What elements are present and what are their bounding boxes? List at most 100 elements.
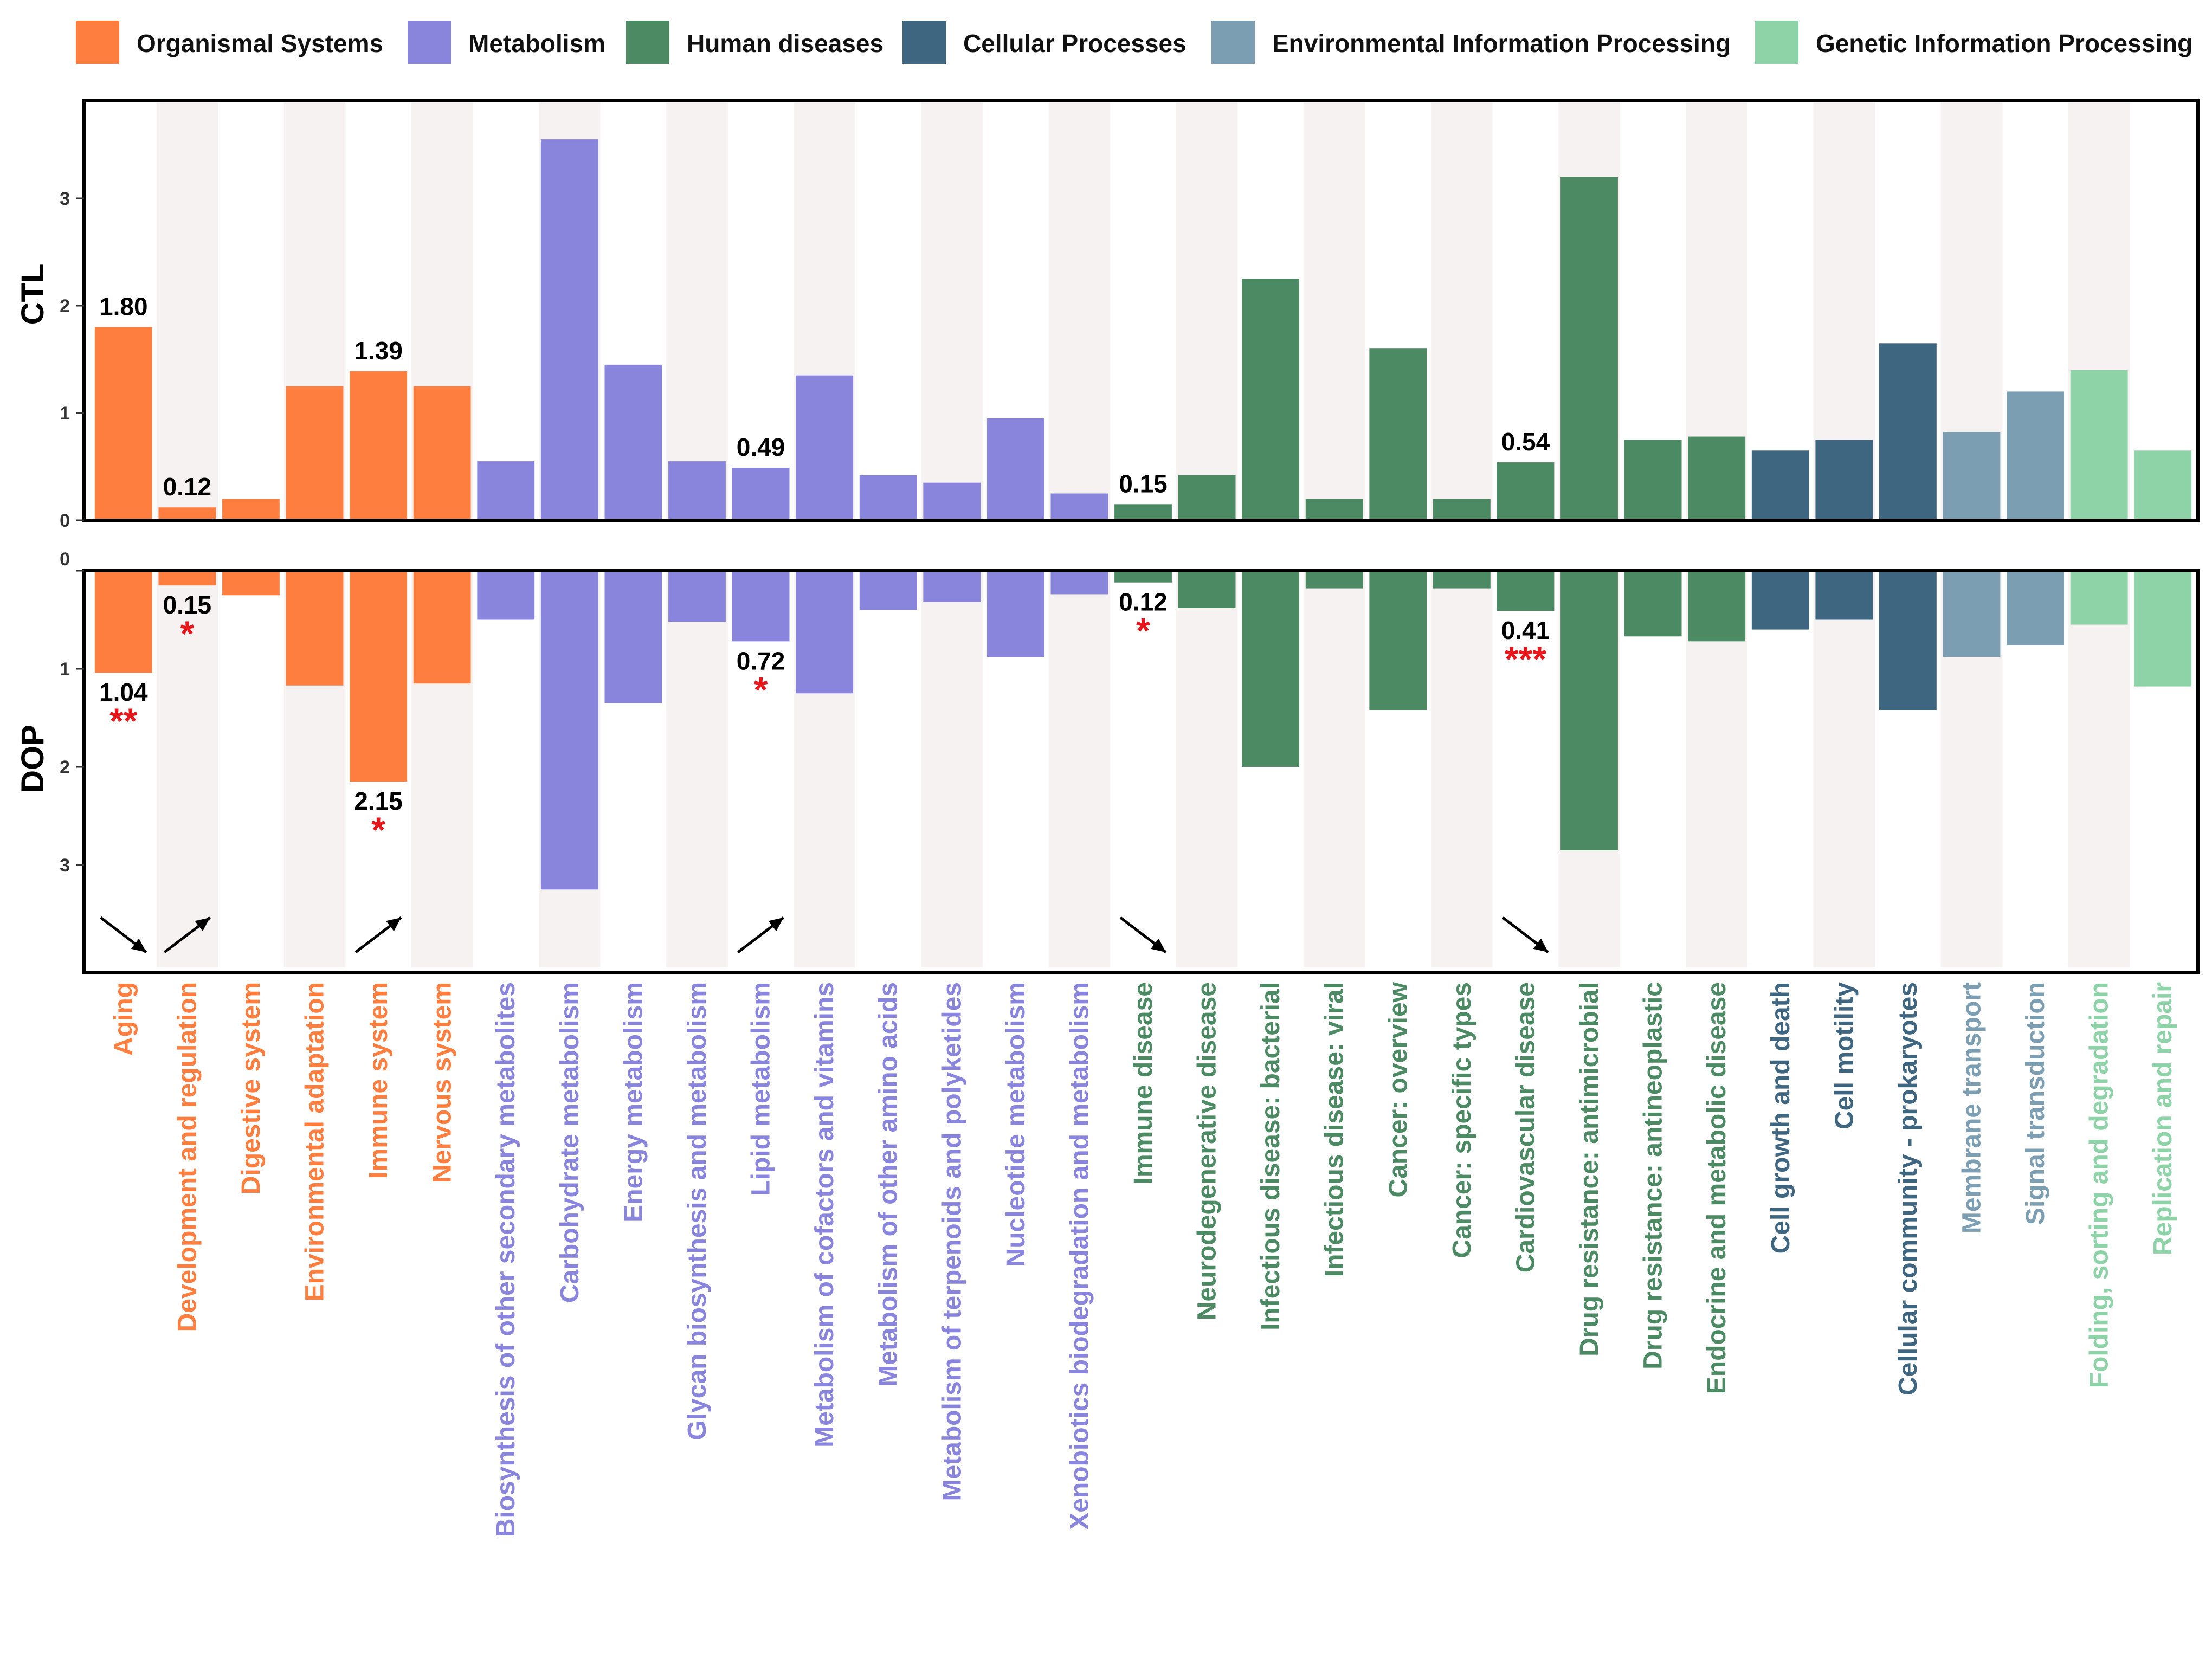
dop-bar-energy-metabolism [604, 571, 662, 703]
category-label-carbohydrate-metabolism: Carbohydrate metabolism [556, 982, 584, 1303]
legend-label-organismal-systems: Organismal Systems [137, 29, 383, 57]
annotations: 1.801.04**0.120.15*1.392.15*0.490.72*0.1… [99, 293, 1550, 953]
dop-bar-drug-resistance-antimicrobial [1560, 571, 1618, 850]
category-label-infectious-disease-bacterial: Infectious disease: bacterial [1256, 982, 1285, 1331]
ctl-bar-cellular-community-prokaryotes [1879, 343, 1937, 520]
trend-arrow-head [1533, 938, 1549, 952]
ctl-bar-nervous-system [413, 386, 471, 520]
ctl-bar-cardiovascular-disease [1497, 462, 1555, 520]
category-label-biosynthesis-of-other-secondary-metabolites: Biosynthesis of other secondary metaboli… [492, 982, 520, 1537]
stripe-dop-infectious-disease-viral [1303, 572, 1365, 967]
dop-bar-metabolism-of-terpenoids-and-polyketides [923, 571, 981, 602]
dop-bar-signal-transduction [2007, 571, 2064, 645]
ctl-bar-energy-metabolism [604, 364, 662, 520]
ctl-bar-digestive-system [222, 499, 280, 520]
dop-bar-biosynthesis-of-other-secondary-metabolites [477, 571, 535, 620]
ctl-tick-label-2: 2 [60, 296, 70, 317]
stripe-dop-metabolism-of-terpenoids-and-polyketides [921, 572, 983, 967]
ctl-bar-metabolism-of-other-amino-acids [859, 475, 917, 520]
dop-value-label-immune-system: 2.15 [354, 787, 403, 815]
background-stripes [156, 102, 2130, 967]
stripe-ctl-xenobiotics-biodegradation-and-metabolism [1048, 102, 1111, 520]
category-label-cell-growth-and-death: Cell growth and death [1766, 982, 1795, 1254]
ctl-bar-lipid-metabolism [732, 467, 790, 520]
category-label-cell-motility: Cell motility [1830, 982, 1859, 1129]
dop-value-label-immune-disease: 0.12 [1119, 588, 1168, 616]
dop-bar-carbohydrate-metabolism [540, 571, 598, 890]
ctl-bar-cell-growth-and-death [1751, 450, 1809, 520]
significance-immune-disease: * [1136, 611, 1150, 651]
dop-bar-endocrine-and-metabolic-disease [1688, 571, 1746, 642]
category-label-nervous-system: Nervous system [428, 982, 457, 1183]
category-label-drug-resistance-antineoplastic: Drug resistance: antineoplastic [1639, 982, 1668, 1370]
stripe-dop-neurodegenerative-disease [1176, 572, 1238, 967]
trend-arrow-head [131, 938, 146, 952]
legend-swatch-genetic-information-processing [1755, 21, 1798, 64]
ctl-bar-membrane-transport [1943, 432, 2001, 520]
category-label-membrane-transport: Membrane transport [1957, 982, 1986, 1234]
ctl-value-label-cardiovascular-disease: 0.54 [1501, 428, 1550, 456]
ctl-bar-folding-sorting-and-degradation [2070, 370, 2128, 520]
dop-tick-label-2: 2 [60, 757, 70, 778]
dop-bar-digestive-system [222, 571, 280, 596]
trend-arrow-up-icon [737, 916, 785, 953]
ctl-bar-aging [94, 327, 152, 520]
stripe-dop-folding-sorting-and-degradation [2068, 572, 2130, 967]
category-label-infectious-disease-viral: Infectious disease: viral [1320, 982, 1349, 1277]
legend-label-genetic-information-processing: Genetic Information Processing [1816, 29, 2192, 57]
category-label-metabolism-of-terpenoids-and-polyketides: Metabolism of terpenoids and polyketides [938, 982, 966, 1501]
dop-frame [82, 569, 2200, 974]
significance-development-and-regulation: * [180, 614, 195, 654]
category-label-signal-transduction: Signal transduction [2021, 982, 2050, 1225]
category-label-energy-metabolism: Energy metabolism [619, 982, 648, 1222]
stripe-ctl-metabolism-of-terpenoids-and-polyketides [921, 102, 983, 520]
category-label-folding-sorting-and-degradation: Folding, sorting and degradation [2085, 982, 2114, 1388]
category-label-metabolism-of-other-amino-acids: Metabolism of other amino acids [874, 982, 903, 1387]
significance-immune-system: * [371, 810, 385, 850]
trend-arrow-head [1151, 938, 1166, 952]
stripe-dop-cell-motility [1813, 572, 1875, 967]
ctl-bar-drug-resistance-antimicrobial [1560, 177, 1618, 520]
dop-panel [94, 571, 2192, 890]
dop-bar-cell-growth-and-death [1751, 571, 1809, 630]
trend-arrow-down-icon [1119, 916, 1167, 953]
stripe-ctl-development-and-regulation [156, 102, 218, 520]
dop-value-label-lipid-metabolism: 0.72 [737, 647, 785, 675]
category-label-glycan-biosynthesis-and-metabolism: Glycan biosynthesis and metabolism [683, 982, 712, 1441]
dop-bar-cell-motility [1815, 571, 1873, 620]
stripe-dop-development-and-regulation [156, 572, 218, 967]
category-label-drug-resistance-antimicrobial: Drug resistance: antimicrobial [1575, 982, 1604, 1357]
dop-bar-metabolism-of-other-amino-acids [859, 571, 917, 610]
category-labels: Aging Development and regulation Digestive… [109, 982, 2177, 1537]
ctl-value-label-aging: 1.80 [99, 293, 148, 321]
significance-cardiovascular-disease: *** [1505, 639, 1546, 679]
ctl-value-label-lipid-metabolism: 0.49 [737, 433, 785, 461]
category-label-immune-disease: Immune disease [1129, 982, 1158, 1185]
legend-label-metabolism: Metabolism [468, 29, 605, 57]
dop-bar-drug-resistance-antineoplastic [1624, 571, 1682, 637]
ctl-axis-label: CTL [15, 264, 50, 325]
dop-value-label-cardiovascular-disease: 0.41 [1501, 616, 1550, 644]
ctl-bar-signal-transduction [2007, 391, 2064, 520]
trend-arrow-head [768, 918, 784, 932]
dop-value-label-aging: 1.04 [99, 678, 148, 706]
category-label-cellular-community-prokaryotes: Cellular community - prokaryotes [1894, 982, 1923, 1396]
ctl-bar-metabolism-of-cofactors-and-vitamins [796, 375, 854, 520]
dop-bar-xenobiotics-biodegradation-and-metabolism [1050, 571, 1108, 595]
dop-bar-neurodegenerative-disease [1178, 571, 1236, 608]
dop-bar-immune-disease [1114, 571, 1172, 583]
category-label-cancer-specific-types: Cancer: specific types [1448, 982, 1476, 1258]
ctl-bar-drug-resistance-antineoplastic [1624, 440, 1682, 520]
legend-swatch-human-diseases [626, 21, 669, 64]
dop-bar-environmental-adaptation [286, 571, 344, 686]
ctl-bar-carbohydrate-metabolism [540, 139, 598, 521]
category-label-environmental-adaptation: Environmental adaptation [301, 982, 330, 1301]
dop-axis-label: DOP [15, 725, 50, 793]
category-label-neurodegenerative-disease: Neurodegenerative disease [1193, 982, 1222, 1320]
ctl-panel [94, 139, 2192, 521]
ctl-value-label-immune-system: 1.39 [354, 337, 403, 365]
significance-lipid-metabolism: * [754, 669, 768, 709]
ctl-bar-replication-and-repair [2134, 450, 2192, 520]
category-label-digestive-system: Digestive system [237, 982, 266, 1194]
category-label-replication-and-repair: Replication and repair [2149, 982, 2177, 1255]
